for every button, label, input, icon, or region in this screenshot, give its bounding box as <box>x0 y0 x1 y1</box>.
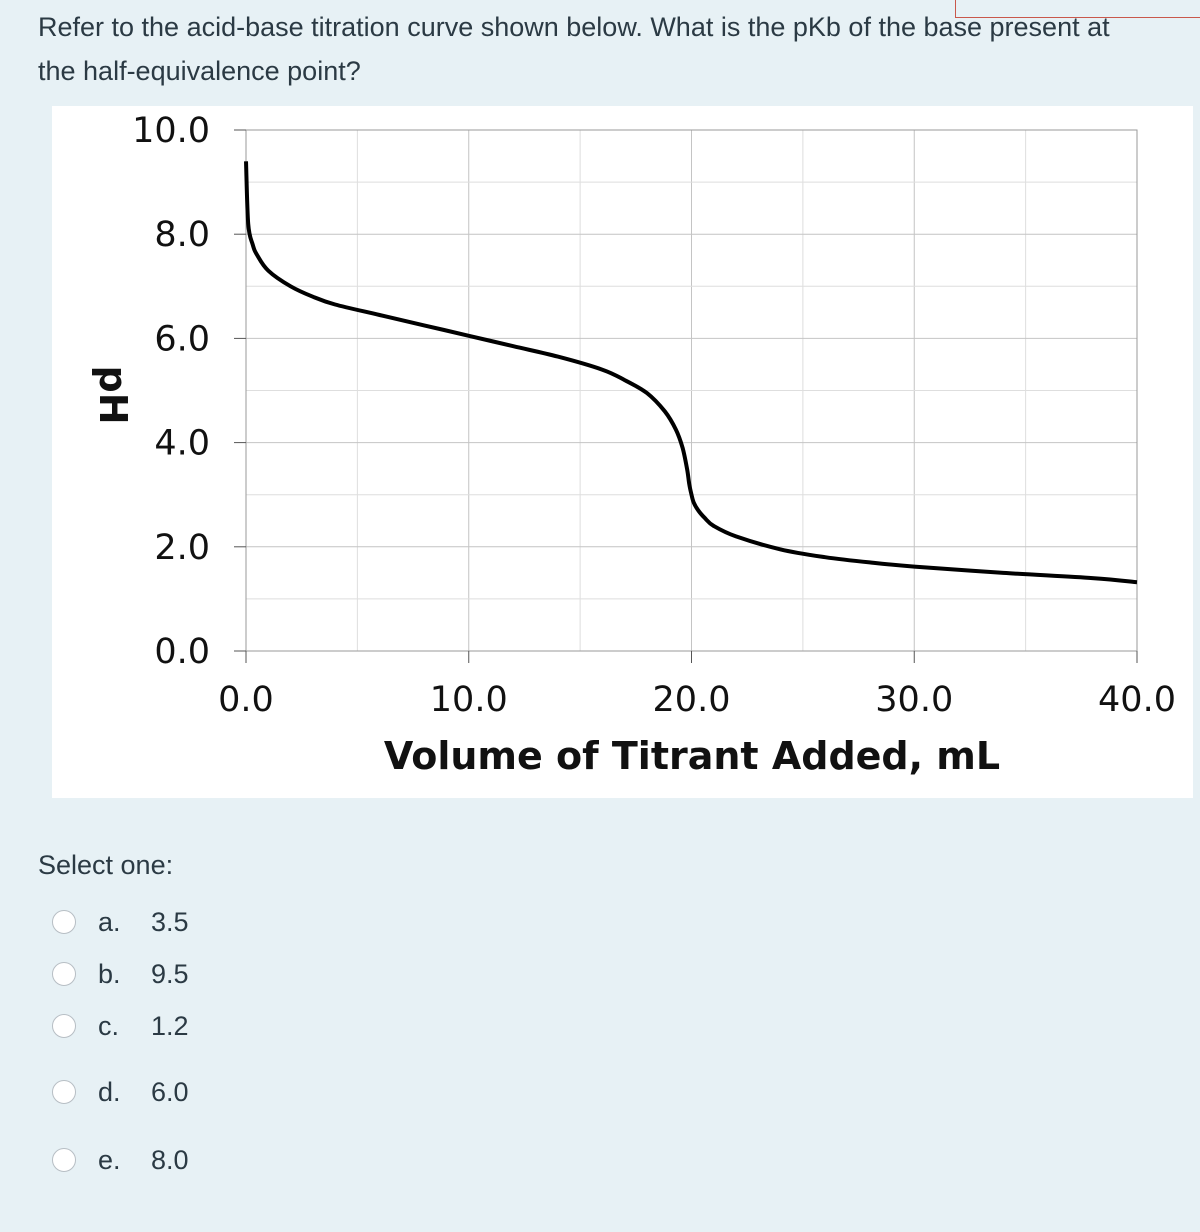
option-e[interactable]: e. 8.0 <box>52 1140 352 1180</box>
option-c-value: 1.2 <box>151 1010 189 1041</box>
y-tick-label: 8.0 <box>154 215 210 255</box>
option-d-letter: d. <box>98 1076 121 1107</box>
x-tick-label: 30.0 <box>875 680 953 720</box>
option-a-value: 3.5 <box>151 906 189 937</box>
chart-svg: 10.0 8.0 6.0 4.0 2.0 0.00.0 10.0 20.0 30.0 40.0 V… <box>91 111 1176 778</box>
y-tick-label: 0.0 <box>154 632 210 672</box>
option-b-letter: b. <box>98 958 121 989</box>
question-text: Refer to the acid-base titration curve s… <box>38 12 1110 86</box>
y-tick-label: 6.0 <box>154 319 210 359</box>
x-tick-label: 0.0 <box>218 680 274 720</box>
x-axis-label: Volume of Titrant Added, mL <box>384 734 1000 778</box>
y-tick-label: 4.0 <box>154 424 210 464</box>
radio-b[interactable] <box>52 962 76 986</box>
option-d-value: 6.0 <box>151 1076 189 1107</box>
radio-a[interactable] <box>52 910 76 934</box>
titration-chart: 10.0 8.0 6.0 4.0 2.0 0.0 0.0 10.0 20.0 30.0 40.0 V… <box>52 106 1193 798</box>
x-tick-label: 10.0 <box>430 680 508 720</box>
option-c[interactable]: c. 1.2 <box>52 1006 352 1046</box>
tick-labels: 10.0 8.0 6.0 4.0 2.0 0.00.0 10.0 20.0 30.0 40.0 <box>132 111 1176 720</box>
titration-curve <box>244 161 1138 585</box>
select-one-label: Select one: <box>38 850 174 880</box>
radio-d[interactable] <box>52 1080 76 1104</box>
option-d[interactable]: d. 6.0 <box>52 1072 352 1112</box>
radio-c[interactable] <box>52 1014 76 1038</box>
corner-frame <box>955 0 1200 18</box>
option-a[interactable]: a. 3.5 <box>52 902 352 942</box>
x-tick-label: 40.0 <box>1098 680 1176 720</box>
y-axis-label: pH <box>91 365 135 424</box>
x-tick-label: 20.0 <box>653 680 731 720</box>
option-e-value: 8.0 <box>151 1144 189 1175</box>
option-b-value: 9.5 <box>151 958 189 989</box>
radio-e[interactable] <box>52 1148 76 1172</box>
option-e-letter: e. <box>98 1144 121 1175</box>
y-tick-label: 2.0 <box>154 528 210 568</box>
option-b[interactable]: b. 9.5 <box>52 954 352 994</box>
y-tick-label: 10.0 <box>132 111 210 151</box>
option-c-letter: c. <box>98 1010 120 1041</box>
option-a-letter: a. <box>98 906 121 937</box>
